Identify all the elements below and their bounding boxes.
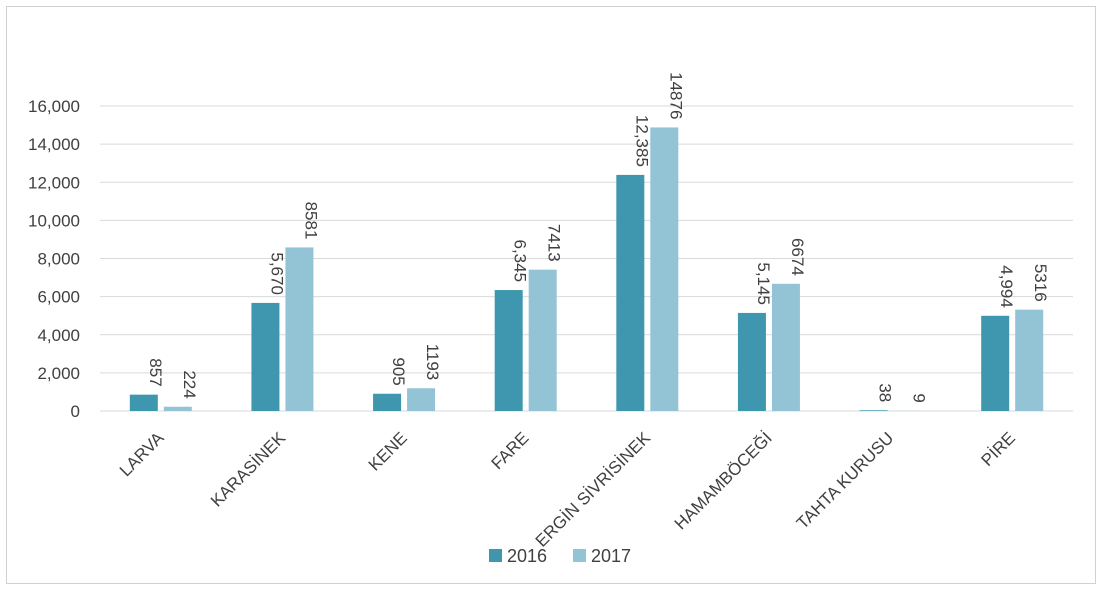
data-label: 6674 [788,238,807,276]
y-tick-label: 12,000 [28,173,80,192]
x-tick-label: LARVA [116,428,168,480]
bar-2017 [771,283,800,411]
legend-swatch [489,549,502,562]
bar-2017 [285,247,314,411]
data-label: 5,670 [267,252,286,295]
x-tick-label: KENE [365,428,411,474]
bar-2017 [163,406,192,411]
y-axis-ticks: 0 2,000 4,000 6,000 8,000 10,000 12,000 14,000 1… [28,97,80,421]
y-tick-label: 8,000 [37,250,80,269]
legend-label: 2017 [591,546,631,566]
data-label: 8581 [301,202,320,240]
y-tick-label: 10,000 [28,211,80,230]
data-label: 4,994 [997,265,1016,308]
data-label: 1193 [423,344,442,381]
data-label: 9 [910,393,929,402]
x-tick-label: ERGİN SİVRİSİNEK [532,428,655,551]
x-tick-label: TAHTA KURUSU [793,428,897,532]
bar-2016 [737,312,766,411]
x-tick-label: HAMAMBÖCEĞİ [671,428,776,533]
data-labels: 857 224 5,670 8581 905 1193 6,345 7413 12,385 148… [146,72,1050,403]
data-label: 12,385 [632,115,651,167]
bar-2016 [494,290,523,411]
y-tick-label: 0 [71,402,80,421]
legend: 2016 2017 [489,546,631,566]
legend-swatch [573,549,586,562]
x-tick-label: FARE [488,428,533,473]
gridlines [100,105,1073,412]
y-tick-label: 16,000 [28,97,80,116]
x-axis-ticks: LARVA KARASİNEK KENE FARE ERGİN SİVRİSİNEK HA… [116,428,1019,551]
bar-2016 [616,174,645,411]
data-label: 5316 [1031,264,1050,302]
bar-2016 [129,394,158,411]
data-label: 6,345 [511,240,530,283]
bars [129,127,1044,412]
data-label: 7413 [545,224,564,262]
data-label: 14876 [666,72,685,119]
bar-2016 [981,315,1010,411]
bar-2017 [528,269,557,411]
bar-2016 [251,302,280,411]
data-label: 38 [876,383,895,402]
x-tick-label: KARASİNEK [207,428,290,511]
bar-2016 [859,410,888,411]
x-tick-label: PİRE [978,428,1019,469]
data-label: 224 [180,370,199,398]
bar-2016 [373,393,402,411]
y-tick-label: 14,000 [28,135,80,154]
bar-2017 [650,127,679,412]
data-label: 905 [389,357,408,385]
legend-label: 2016 [507,546,547,566]
data-label: 5,145 [754,262,773,305]
data-label: 857 [146,358,165,386]
bar-2017 [407,388,436,411]
y-tick-label: 6,000 [37,288,80,307]
y-tick-label: 2,000 [37,364,80,383]
y-tick-label: 4,000 [37,326,80,345]
bar-2017 [1015,309,1044,411]
